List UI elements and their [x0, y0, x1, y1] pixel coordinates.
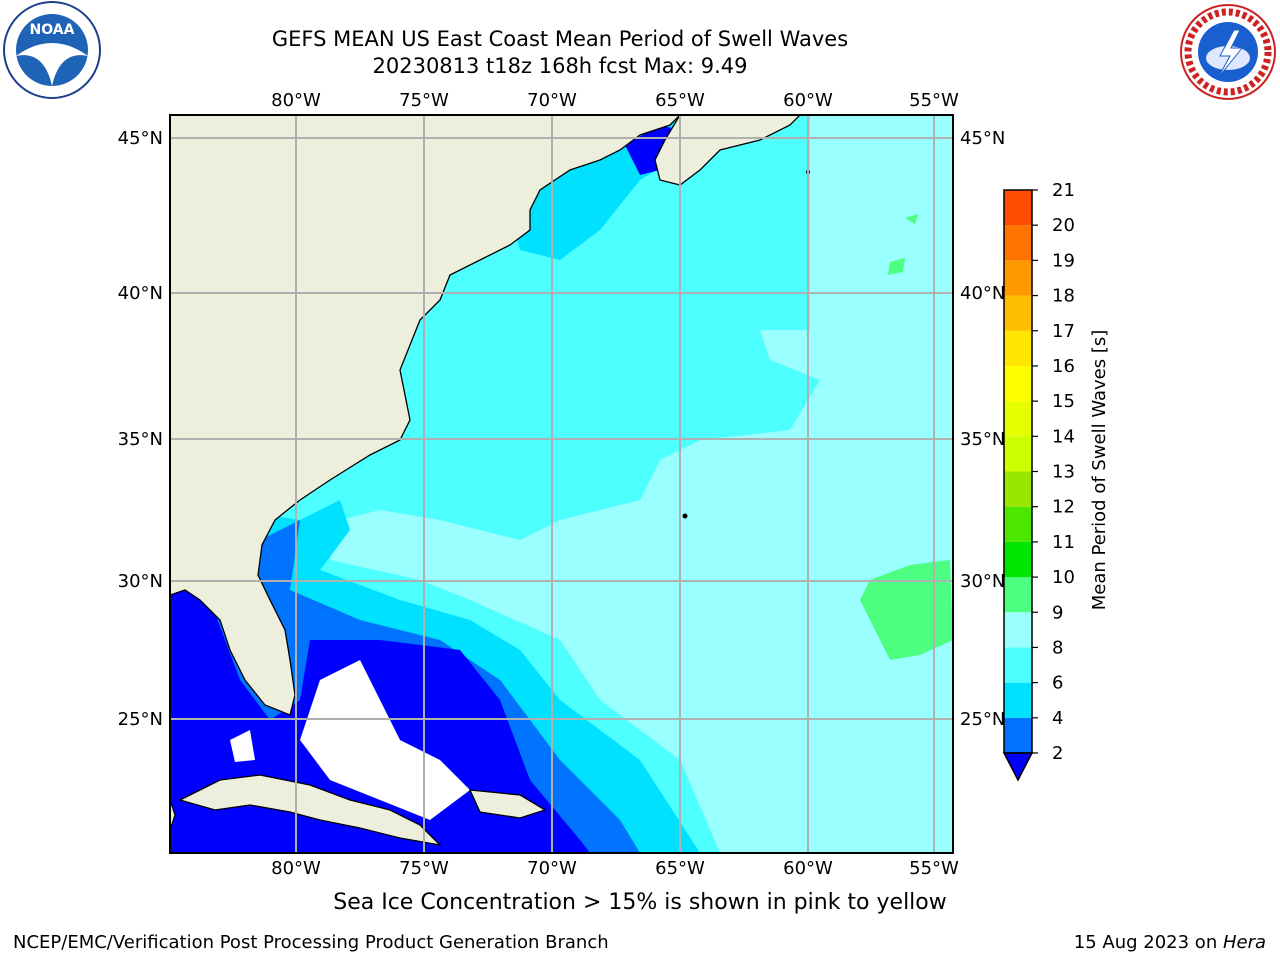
- colorbar: 2 4 6 8 9 10 11 12 13 14 15 16 17 18 19 20 21: [1002, 180, 1075, 782]
- colorbar-segment: [1004, 365, 1032, 402]
- colorbar-segment: [1004, 225, 1032, 261]
- nws-logo: [1180, 4, 1276, 100]
- colorbar-tick-label: 15: [1052, 391, 1075, 412]
- lat-label-right: 45°N: [960, 128, 1005, 149]
- colorbar-tick-label: 8: [1052, 637, 1063, 658]
- colorbar-segment: [1004, 682, 1032, 718]
- colorbar-segment: [1004, 436, 1032, 472]
- sea-ice-note: Sea Ice Concentration > 15% is shown in …: [333, 890, 947, 915]
- map-subtitle: 20230813 t18z 168h fcst Max: 9.49: [372, 54, 748, 78]
- lat-label-left: 35°N: [118, 429, 163, 450]
- footer-credit: NCEP/EMC/Verification Post Processing Pr…: [13, 932, 609, 953]
- noaa-logo-text: NOAA: [30, 22, 75, 38]
- colorbar-segment: [1004, 401, 1032, 437]
- colorbar-tick-label: 9: [1052, 602, 1063, 623]
- map-title: GEFS MEAN US East Coast Mean Period of S…: [271, 27, 849, 51]
- colorbar-tick-label: 18: [1052, 286, 1075, 307]
- colorbar-segment: [1004, 612, 1032, 648]
- lat-label-left: 45°N: [118, 128, 163, 149]
- colorbar-tick-label: 12: [1052, 497, 1075, 518]
- colorbar-segment: [1004, 330, 1032, 366]
- colorbar-tick-label: 16: [1052, 356, 1075, 377]
- colorbar-tick-label: 13: [1052, 462, 1075, 483]
- colorbar-segment: [1004, 190, 1032, 226]
- lon-label-bottom: 65°W: [655, 858, 705, 879]
- colorbar-segment: [1004, 577, 1032, 613]
- colorbar-tick-label: 20: [1052, 215, 1075, 236]
- lat-label-right: 25°N: [960, 709, 1005, 730]
- lon-label-top: 65°W: [655, 90, 705, 111]
- lon-label-top: 55°W: [909, 90, 959, 111]
- lon-label-bottom: 70°W: [527, 858, 577, 879]
- lon-label-top: 75°W: [399, 90, 449, 111]
- colorbar-tick-label: 6: [1052, 673, 1063, 694]
- colorbar-label: Mean Period of Swell Waves [s]: [1089, 330, 1110, 611]
- lon-label-bottom: 75°W: [399, 858, 449, 879]
- lat-label-left: 40°N: [118, 283, 163, 304]
- lon-label-top: 60°W: [783, 90, 833, 111]
- gridlines: [170, 115, 953, 853]
- colorbar-segment: [1004, 506, 1032, 542]
- lon-label-bottom: 60°W: [783, 858, 833, 879]
- lat-label-right: 35°N: [960, 429, 1005, 450]
- lat-label-left: 25°N: [118, 709, 163, 730]
- footer-date-text: 15 Aug 2023 on: [1073, 932, 1223, 953]
- colorbar-tick-label: 4: [1052, 708, 1063, 729]
- map-area: [170, 115, 953, 853]
- lat-label-right: 40°N: [960, 283, 1005, 304]
- colorbar-segment: [1004, 295, 1032, 331]
- colorbar-tick-label: 10: [1052, 567, 1075, 588]
- colorbar-tick-label: 2: [1052, 743, 1063, 764]
- lon-label-top: 70°W: [527, 90, 577, 111]
- colorbar-tick-label: 14: [1052, 426, 1075, 447]
- colorbar-tick-label: 11: [1052, 532, 1075, 553]
- colorbar-under-arrow: [1002, 752, 1034, 782]
- lon-label-bottom: 55°W: [909, 858, 959, 879]
- colorbar-segment: [1004, 647, 1032, 683]
- noaa-logo: NOAA: [3, 1, 101, 99]
- colorbar-tick-label: 19: [1052, 250, 1075, 271]
- colorbar-tick-label: 17: [1052, 321, 1075, 342]
- map-frame: [169, 114, 954, 854]
- lat-label-right: 30°N: [960, 571, 1005, 592]
- colorbar-segment: [1004, 541, 1032, 578]
- colorbar-segment: [1004, 717, 1032, 753]
- colorbar-segment: [1004, 471, 1032, 507]
- footer-host: Hera: [1222, 932, 1266, 953]
- lon-label-top: 80°W: [271, 90, 321, 111]
- colorbar-segment: [1004, 260, 1032, 296]
- footer-date: 15 Aug 2023 on Hera: [1074, 932, 1266, 953]
- lon-label-bottom: 80°W: [271, 858, 321, 879]
- lat-label-left: 30°N: [118, 571, 163, 592]
- colorbar-tick-label: 21: [1052, 180, 1075, 201]
